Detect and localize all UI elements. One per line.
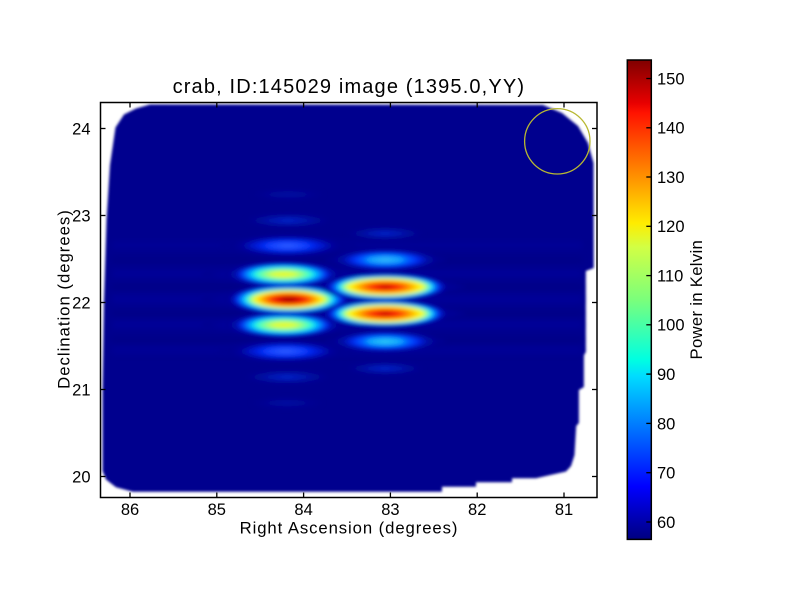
svg-text:21: 21	[72, 381, 90, 399]
svg-text:130: 130	[657, 169, 685, 187]
svg-text:20: 20	[72, 468, 90, 486]
svg-text:70: 70	[657, 465, 675, 483]
svg-text:85: 85	[208, 501, 226, 519]
svg-text:24: 24	[72, 120, 90, 138]
svg-text:90: 90	[657, 366, 675, 384]
svg-text:120: 120	[657, 218, 685, 236]
svg-text:Right Ascension (degrees): Right Ascension (degrees)	[240, 519, 459, 538]
svg-text:80: 80	[657, 415, 675, 433]
svg-text:150: 150	[657, 70, 685, 88]
svg-text:60: 60	[657, 514, 675, 532]
svg-text:81: 81	[555, 501, 573, 519]
svg-text:83: 83	[381, 501, 399, 519]
svg-text:82: 82	[468, 501, 486, 519]
svg-text:Power in Kelvin: Power in Kelvin	[687, 240, 706, 360]
svg-text:crab, ID:145029 image (1395.0,: crab, ID:145029 image (1395.0,YY)	[173, 76, 526, 98]
svg-text:86: 86	[121, 501, 139, 519]
svg-text:140: 140	[657, 120, 685, 138]
svg-text:22: 22	[72, 294, 90, 312]
svg-text:Declination (degrees): Declination (degrees)	[55, 209, 74, 389]
svg-text:100: 100	[657, 317, 685, 335]
svg-text:110: 110	[657, 268, 683, 286]
svg-text:23: 23	[72, 207, 90, 225]
svg-text:84: 84	[294, 501, 312, 519]
